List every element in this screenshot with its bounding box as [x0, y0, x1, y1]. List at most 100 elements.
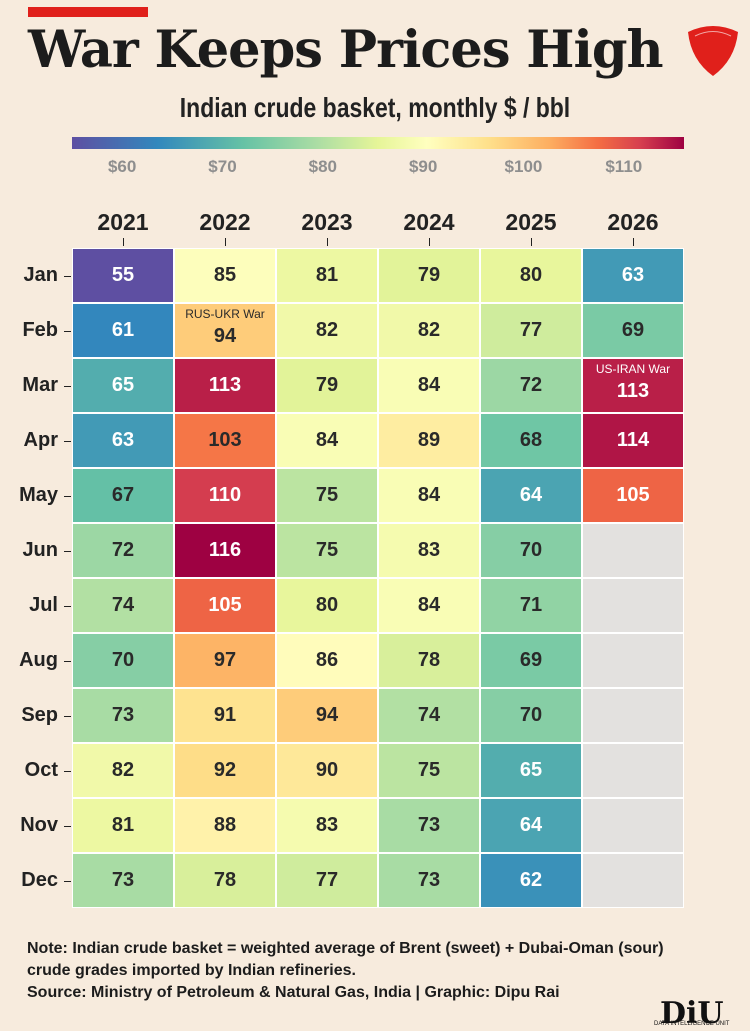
heatmap-cell: 81	[72, 798, 174, 853]
cell-value: 86	[315, 649, 339, 671]
cell-value: 73	[417, 869, 441, 891]
cell-value: 64	[519, 484, 543, 506]
heatmap-cell: 83	[378, 523, 480, 578]
cell-value: 92	[213, 759, 237, 781]
heatmap-cell: 74	[72, 578, 174, 633]
heatmap-cell: 64	[480, 798, 582, 853]
heatmap-cell: 81	[276, 248, 378, 303]
month-label: Jan	[23, 263, 58, 286]
india-today-logo	[685, 22, 741, 78]
heatmap-cell: 69	[582, 303, 684, 358]
heatmap-cell: 70	[480, 523, 582, 578]
heatmap-cell: 88	[174, 798, 276, 853]
note-line-2: crude grades imported by Indian refineri…	[27, 962, 356, 979]
colorbar-tick-label: $60	[107, 157, 137, 176]
heatmap-cell: 73	[378, 798, 480, 853]
accent-bar	[28, 7, 148, 17]
cell-value: 79	[315, 374, 339, 396]
cell-value: 63	[621, 264, 645, 286]
heatmap-cell: 68	[480, 413, 582, 468]
heatmap-cell	[582, 853, 684, 908]
cell-value: 84	[417, 594, 441, 616]
heatmap-cell: 113	[174, 358, 276, 413]
cell-value: 69	[519, 649, 543, 671]
month-tick	[64, 605, 71, 607]
month-label: Dec	[21, 868, 58, 891]
cell-value: 70	[519, 539, 543, 561]
cell-value: 77	[315, 869, 339, 891]
year-tick	[123, 238, 124, 246]
month-label: Oct	[24, 758, 58, 781]
heatmap-cell: 84	[378, 358, 480, 413]
heatmap-cell: 75	[276, 468, 378, 523]
heatmap-cell: 75	[276, 523, 378, 578]
heatmap-cell: 63	[72, 413, 174, 468]
heatmap-cell: 80	[480, 248, 582, 303]
heatmap-cell: 94	[276, 688, 378, 743]
month-tick	[64, 495, 71, 497]
cell-value: 73	[111, 704, 135, 726]
month-tick	[64, 825, 71, 827]
cell-value: 116	[208, 539, 242, 561]
heatmap-cell: 63	[582, 248, 684, 303]
cell-value: 94	[315, 704, 339, 726]
colorbar-tick-label: $90	[408, 157, 438, 176]
heatmap-cell	[582, 688, 684, 743]
cell-value: 82	[315, 319, 339, 341]
cell-value: 74	[111, 594, 135, 616]
cell-value: 67	[111, 484, 135, 506]
month-tick	[64, 660, 71, 662]
cell-value: 77	[519, 319, 543, 341]
month-tick	[64, 550, 71, 552]
year-tick	[531, 238, 532, 246]
heatmap-cell: 89	[378, 413, 480, 468]
cell-value: 82	[111, 759, 135, 781]
chart-title: War Keeps Prices High	[28, 20, 664, 80]
heatmap-cell: 75	[378, 743, 480, 798]
cell-value: 71	[519, 594, 543, 616]
cell-value: 74	[417, 704, 441, 726]
heatmap-cell: 55	[72, 248, 174, 303]
heatmap-cell: 82	[378, 303, 480, 358]
colorbar-tick-label: $100	[504, 157, 543, 176]
heatmap-cell: 61	[72, 303, 174, 358]
heatmap-cell: 80	[276, 578, 378, 633]
war-annotation: US-IRAN War	[595, 362, 671, 376]
heatmap-cell: 97	[174, 633, 276, 688]
cell-value: 65	[519, 759, 543, 781]
chart-subtitle: Indian crude basket, monthly $ / bbl	[179, 92, 571, 123]
cell-value: 69	[621, 319, 645, 341]
heatmap-cell: 72	[72, 523, 174, 578]
heatmap-cell: 78	[174, 853, 276, 908]
colorbar-tick-label: $110	[605, 157, 643, 176]
month-label: Jul	[29, 593, 58, 616]
heatmap-cell	[582, 743, 684, 798]
heatmap-cell: 70	[72, 633, 174, 688]
cell-value: 61	[111, 319, 135, 341]
month-tick	[64, 330, 71, 332]
heatmap-cell: 113 US-IRAN War	[582, 358, 684, 413]
month-label: Mar	[22, 373, 58, 396]
cell-value: 62	[519, 869, 543, 891]
year-tick	[633, 238, 634, 246]
note-line-1: Note: Indian crude basket = weighted ave…	[27, 940, 664, 957]
year-tick	[429, 238, 430, 246]
cell-value: 80	[519, 264, 543, 286]
heatmap-cell: 65	[72, 358, 174, 413]
cell-value: 80	[315, 594, 339, 616]
heatmap-cell: 64	[480, 468, 582, 523]
year-label: 2025	[505, 209, 557, 235]
heatmap-cell: 92	[174, 743, 276, 798]
cell-value: 84	[417, 374, 441, 396]
month-label: Aug	[19, 648, 58, 671]
cell-value: 81	[111, 814, 135, 836]
cell-value: 113	[208, 374, 242, 396]
war-annotation: RUS-UKR War	[185, 307, 265, 321]
heatmap-cell: 82	[276, 303, 378, 358]
cell-value: 84	[417, 484, 441, 506]
cell-value: 73	[417, 814, 441, 836]
diu-tagline: DATA INTELLIGENCE UNIT	[654, 1021, 730, 1027]
month-label: Sep	[21, 703, 58, 726]
heatmap-cell: 83	[276, 798, 378, 853]
cell-value: 78	[213, 869, 237, 891]
